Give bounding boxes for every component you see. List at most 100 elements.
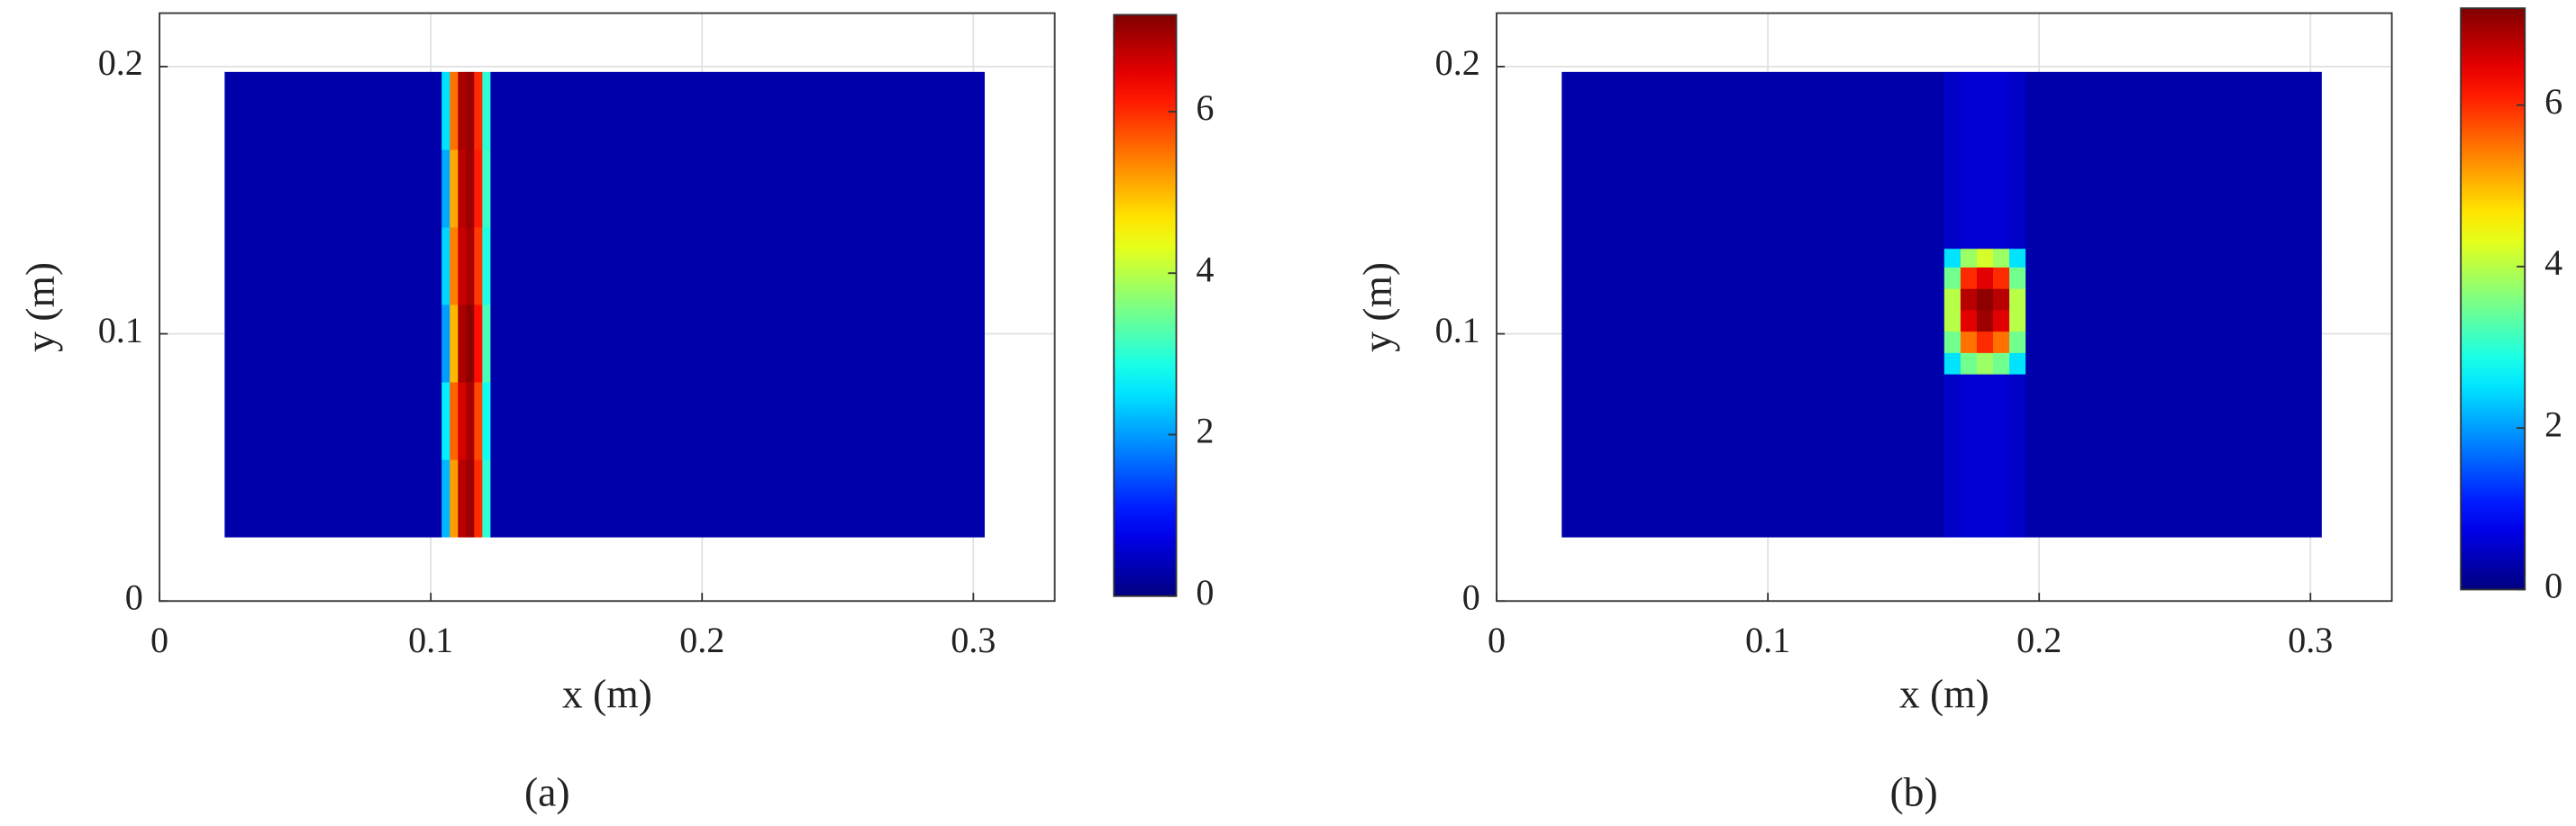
heatmap-cell	[224, 304, 442, 383]
heatmap-cell	[1561, 331, 1945, 353]
heatmap-cell	[1976, 374, 1994, 538]
colorbar-tick-label: 2	[2544, 404, 2562, 444]
heatmap-cell	[224, 226, 442, 305]
heatmap-cell	[1976, 309, 1994, 332]
heatmap-cell	[224, 71, 442, 150]
heatmap-cell	[458, 381, 467, 460]
heatmap-cell	[2025, 352, 2322, 375]
heatmap-cell	[474, 226, 483, 305]
heatmap-cell	[441, 149, 451, 228]
heatmap-cell	[1993, 309, 2010, 332]
colorbar-tick-label: 2	[1196, 411, 1214, 451]
heatmap-cell	[2009, 267, 2026, 289]
heatmap-cell	[466, 149, 475, 228]
heatmap-cell	[474, 381, 483, 460]
heatmap-cell	[458, 71, 467, 150]
heatmap-cell	[482, 149, 491, 228]
x-tick-label: 0.2	[679, 620, 724, 660]
axes-box	[159, 12, 1056, 603]
heatmap-cell	[490, 71, 985, 150]
y-tick-label: 0.1	[98, 310, 143, 350]
heatmap-cell	[490, 304, 985, 383]
heatmap-cell	[1993, 288, 2010, 311]
heatmap-cell	[224, 149, 442, 228]
heatmap-cell	[2025, 267, 2322, 289]
heatmap-cell	[1993, 267, 2010, 289]
x-axis-label: x (m)	[562, 670, 652, 716]
heatmap-cell	[2009, 248, 2026, 268]
heatmap-cell	[1943, 248, 1962, 268]
heatmap-cell	[2025, 71, 2322, 250]
x-tick-label: 0	[1488, 620, 1506, 660]
heatmap-cell	[1976, 331, 1994, 353]
heatmap-cell	[2025, 288, 2322, 311]
heatmap-cell	[2009, 288, 2026, 311]
x-axis-label: x (m)	[1899, 670, 1989, 716]
heatmap-cell	[490, 381, 985, 460]
heatmap-cell	[474, 71, 483, 150]
heatmap-cell	[1943, 374, 1962, 538]
x-tick-label: 0.1	[408, 620, 453, 660]
heatmap-cell	[1976, 71, 1994, 250]
colorbar-tick-label: 6	[1196, 87, 1214, 128]
heatmap-cell	[466, 71, 475, 150]
heatmap-cell	[1561, 71, 1945, 250]
colorbar-tick-label: 4	[2544, 242, 2562, 283]
heatmap-cell	[466, 304, 475, 383]
heatmap-cell	[2025, 309, 2322, 332]
heatmap-cell	[1943, 267, 1962, 289]
heatmap-cell	[1960, 288, 1978, 311]
heatmap-cell	[1561, 352, 1945, 375]
heatmap-cell	[1993, 352, 2010, 375]
heatmap-cell	[224, 381, 442, 460]
heatmap-cell	[1993, 374, 2010, 538]
heatmap-cell	[1561, 309, 1945, 332]
y-tick-label: 0	[1462, 576, 1480, 617]
colorbar-tick-label: 0	[1196, 572, 1214, 613]
heatmap-cell	[441, 304, 451, 383]
heatmap-cell	[482, 381, 491, 460]
y-axis-label: y (m)	[1354, 262, 1400, 352]
heatmap-cell	[2009, 331, 2026, 353]
heatmap-cell	[1993, 331, 2010, 353]
heatmap-cell	[490, 459, 985, 538]
heatmap-cell	[474, 149, 483, 228]
colorbar-tick-label: 6	[2544, 81, 2562, 122]
heatmap-cell	[1976, 288, 1994, 311]
heatmap-cell	[450, 149, 459, 228]
heatmap-cell	[490, 226, 985, 305]
heatmap-cell	[1960, 352, 1978, 375]
x-tick-label: 0	[150, 620, 168, 660]
heatmap-cell	[474, 459, 483, 538]
y-tick-label: 0.2	[1435, 42, 1480, 83]
y-axis-label: y (m)	[17, 262, 63, 352]
heatmap-cell	[450, 304, 459, 383]
heatmap-cell	[1561, 288, 1945, 311]
heatmap-cell	[1561, 374, 1945, 538]
heatmap-cell	[1943, 309, 1962, 332]
heatmap-cell	[1960, 71, 1978, 250]
heatmap-cell	[482, 459, 491, 538]
heatmap-cell	[1960, 267, 1978, 289]
axes-box	[1496, 12, 2393, 603]
x-tick-label: 0.1	[1745, 620, 1790, 660]
heatmap-cell	[1561, 248, 1945, 268]
heatmap-cell	[1943, 352, 1962, 375]
colorbar-tick-label: 0	[2544, 566, 2562, 606]
heatmap-cell	[458, 226, 467, 305]
x-tick-label: 0.2	[2016, 620, 2062, 660]
heatmap-cell	[1960, 248, 1978, 268]
y-tick-label: 0.2	[98, 42, 143, 83]
heatmap-cell	[1943, 288, 1962, 311]
heatmap-cell	[1976, 352, 1994, 375]
heatmap-cell	[458, 149, 467, 228]
heatmap-cell	[1976, 248, 1994, 268]
heatmap-cell	[441, 226, 451, 305]
heatmap-cell	[450, 381, 459, 460]
heatmap-cell	[458, 304, 467, 383]
heatmap-cell	[490, 149, 985, 228]
heatmap-cell	[450, 71, 459, 150]
heatmap-cell	[2025, 248, 2322, 268]
